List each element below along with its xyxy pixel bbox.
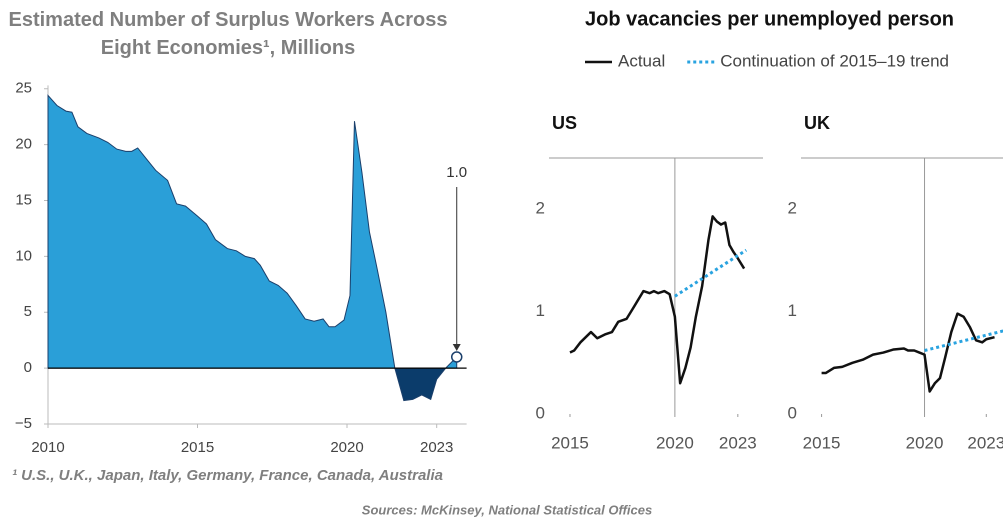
sources: Sources: McKinsey, National Statistical … <box>362 502 652 517</box>
y-tick-label: 0 <box>788 403 797 422</box>
panel-title: UK <box>804 113 830 133</box>
y-tick-label: 0 <box>536 403 545 422</box>
y-tick-label: 25 <box>15 80 32 97</box>
y-tick-label: −5 <box>15 415 32 432</box>
line-series <box>821 312 995 393</box>
line-series <box>674 248 748 298</box>
x-tick-label: 2020 <box>330 439 363 456</box>
last-point <box>450 351 463 363</box>
x-tick-label: 2015 <box>803 433 841 452</box>
y-tick-label: 2 <box>536 199 545 218</box>
chart-title: Estimated Number of Surplus Workers Acro… <box>8 9 448 59</box>
y-tick-label: 15 <box>15 191 32 208</box>
x-tick-label: 2023 <box>420 439 453 456</box>
x-tick-label: 2023 <box>719 433 757 452</box>
arrow-head <box>452 343 461 351</box>
x-tick-label: 2010 <box>31 439 64 456</box>
footnote: ¹ U.S., U.K., Japan, Italy, Germany, Fra… <box>12 467 443 484</box>
line-series <box>569 215 746 385</box>
y-tick-label: 1 <box>536 301 545 320</box>
legend-label: Actual <box>618 51 665 70</box>
area <box>47 94 458 402</box>
y-tick-label: 2 <box>788 199 797 218</box>
x-tick-label: 2015 <box>551 433 589 452</box>
x-tick-label: 2020 <box>656 433 694 452</box>
y-tick-label: 5 <box>24 303 32 320</box>
x-tick-label: 2023 <box>967 433 1003 452</box>
line-series <box>924 329 1003 352</box>
x-tick-label: 2015 <box>181 439 214 456</box>
x-tick-label: 2020 <box>906 433 944 452</box>
legend-label: Continuation of 2015–19 trend <box>720 51 949 70</box>
y-tick-label: 1 <box>788 301 797 320</box>
heading: Job vacancies per unemployed person <box>585 8 954 30</box>
y-tick-label: 10 <box>15 247 32 264</box>
panel-title: US <box>552 113 577 133</box>
annotation: 1.0 <box>446 164 467 181</box>
y-tick-label: 20 <box>15 136 32 153</box>
y-tick-label: 0 <box>24 359 32 376</box>
